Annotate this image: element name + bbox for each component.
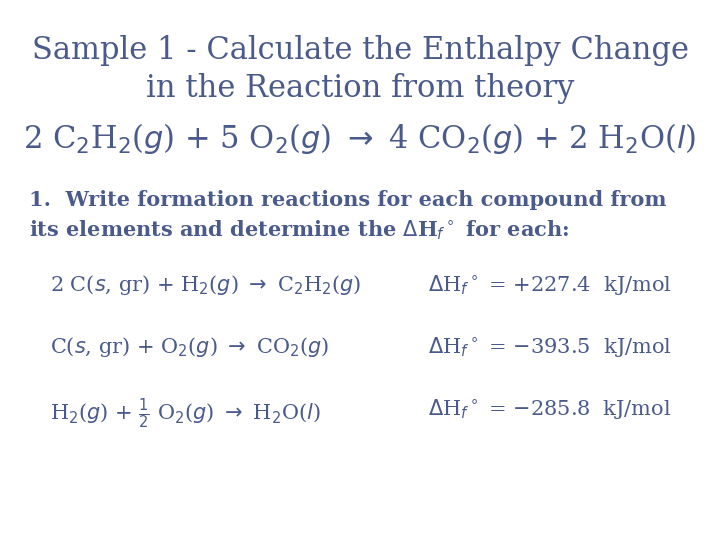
- Text: $\Delta$H$_f$$^\circ$ = +227.4  kJ/mol: $\Delta$H$_f$$^\circ$ = +227.4 kJ/mol: [428, 273, 672, 296]
- Text: 2 C($s$, gr) + H$_2$($g$) $\rightarrow$ C$_2$H$_2$($g$): 2 C($s$, gr) + H$_2$($g$) $\rightarrow$ …: [50, 273, 362, 296]
- Text: 1.  Write formation reactions for each compound from
its elements and determine : 1. Write formation reactions for each co…: [29, 190, 666, 242]
- Text: in the Reaction from theory: in the Reaction from theory: [146, 73, 574, 104]
- Text: C($s$, gr) + O$_2$($g$) $\rightarrow$ CO$_2$($g$): C($s$, gr) + O$_2$($g$) $\rightarrow$ CO…: [50, 335, 330, 359]
- Text: $\Delta$H$_f$$^\circ$ = $-$393.5  kJ/mol: $\Delta$H$_f$$^\circ$ = $-$393.5 kJ/mol: [428, 335, 672, 359]
- Text: Sample 1 - Calculate the Enthalpy Change: Sample 1 - Calculate the Enthalpy Change: [32, 35, 688, 66]
- Text: $\Delta$H$_f$$^\circ$ = $-$285.8  kJ/mol: $\Delta$H$_f$$^\circ$ = $-$285.8 kJ/mol: [428, 397, 672, 421]
- Text: 2 C$_2$H$_2$($g$) + 5 O$_2$($g$) $\rightarrow$ 4 CO$_2$($g$) + 2 H$_2$O($\it{l}$: 2 C$_2$H$_2$($g$) + 5 O$_2$($g$) $\right…: [24, 122, 696, 157]
- Text: H$_2$($g$) + $\frac{1}{2}$ O$_2$($g$) $\rightarrow$ H$_2$O($\it{l}$): H$_2$($g$) + $\frac{1}{2}$ O$_2$($g$) $\…: [50, 397, 321, 431]
